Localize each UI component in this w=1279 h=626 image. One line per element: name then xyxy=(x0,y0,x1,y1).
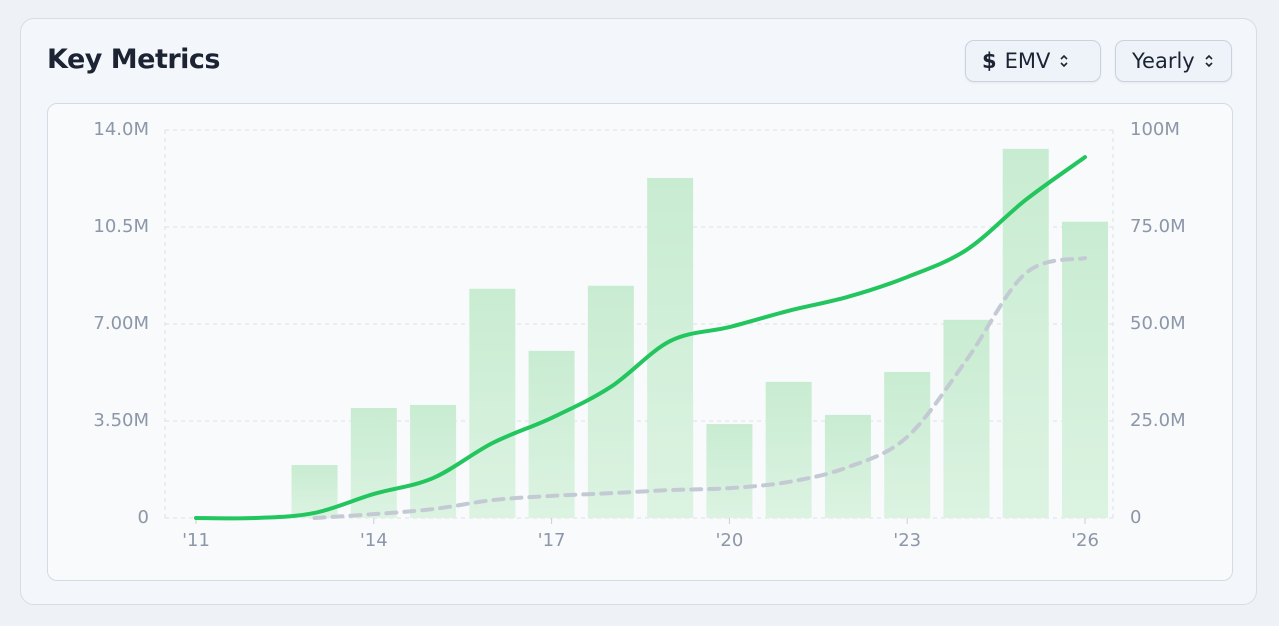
bar xyxy=(884,371,931,518)
y-tick-label: 7.00M xyxy=(93,313,149,334)
bar xyxy=(528,350,575,518)
x-tick-label: '20 xyxy=(715,530,743,551)
dashed-line xyxy=(312,256,1087,520)
bar xyxy=(587,285,634,518)
x-tick-label: '26 xyxy=(1071,530,1099,551)
bar xyxy=(943,319,990,518)
metric-select[interactable]: $ EMV xyxy=(965,40,1101,82)
y-tick-label: 10.5M xyxy=(93,216,149,237)
line xyxy=(194,155,1087,521)
y-tick-label: 14.0M xyxy=(93,119,149,140)
x-tick-label: '11 xyxy=(182,530,210,551)
y-tick-label: 3.50M xyxy=(93,410,149,431)
bar xyxy=(765,381,812,518)
card-title: Key Metrics xyxy=(47,44,221,75)
y-tick-label: 0 xyxy=(138,507,149,528)
y2-tick-label: 0 xyxy=(1130,507,1141,528)
bar xyxy=(1002,148,1049,519)
y2-tick-label: 25.0M xyxy=(1130,410,1186,431)
select-label: EMV xyxy=(1004,49,1051,73)
y2-tick-label: 50.0M xyxy=(1130,313,1186,334)
bar xyxy=(647,177,694,518)
select-label: Yearly xyxy=(1132,49,1195,73)
x-tick-label: '17 xyxy=(538,530,566,551)
x-tick-label: '14 xyxy=(360,530,388,551)
period-select[interactable]: Yearly xyxy=(1115,40,1232,82)
bar xyxy=(1062,221,1108,518)
y2-tick-label: 100M xyxy=(1130,119,1180,140)
x-tick-label: '23 xyxy=(893,530,921,551)
chevron xyxy=(1205,54,1213,68)
chevron xyxy=(1060,54,1068,68)
bar xyxy=(706,424,753,518)
bar xyxy=(410,404,457,518)
y2-tick-label: 75.0M xyxy=(1130,216,1186,237)
currency-icon: $ xyxy=(982,49,997,73)
bar xyxy=(350,407,397,518)
bar xyxy=(824,414,871,518)
bar xyxy=(469,288,516,518)
